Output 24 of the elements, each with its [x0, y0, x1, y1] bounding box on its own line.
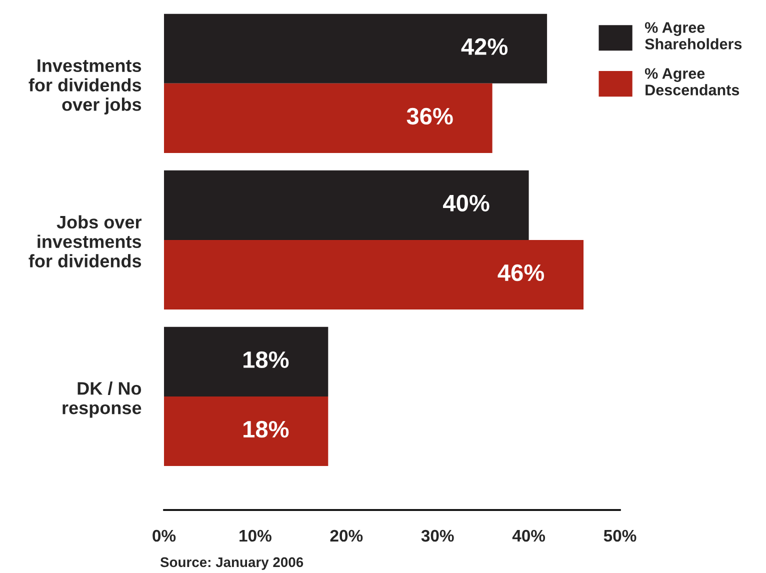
x-tick-label: 50% — [604, 530, 636, 542]
bar — [164, 170, 529, 240]
bar — [164, 396, 328, 466]
y-tick-label: DK / No response — [62, 382, 142, 418]
x-tick-label: 20% — [330, 530, 363, 542]
legend-label: % Agree Shareholders — [644, 22, 742, 50]
data-label: 46% — [498, 264, 544, 282]
data-label: 42% — [461, 38, 508, 55]
legend-label: % Agree Descendants — [644, 68, 740, 96]
y-tick-label: Jobs over investments for dividends — [28, 215, 142, 268]
x-tick-label: 0% — [152, 530, 176, 542]
x-tick-label: 10% — [240, 530, 272, 542]
x-tick-label: 40% — [512, 530, 546, 542]
source-note: Source: January 2006 — [160, 557, 304, 570]
data-label: 18% — [244, 420, 289, 438]
data-label: 40% — [443, 194, 490, 212]
x-tick-label: 30% — [421, 530, 454, 542]
data-label: 36% — [406, 108, 453, 125]
data-label: 18% — [244, 351, 289, 368]
bar — [164, 326, 328, 396]
bar — [164, 240, 584, 310]
y-tick-label: Investments for dividends over jobs — [28, 59, 142, 114]
bar — [164, 83, 492, 154]
bar — [164, 14, 548, 84]
